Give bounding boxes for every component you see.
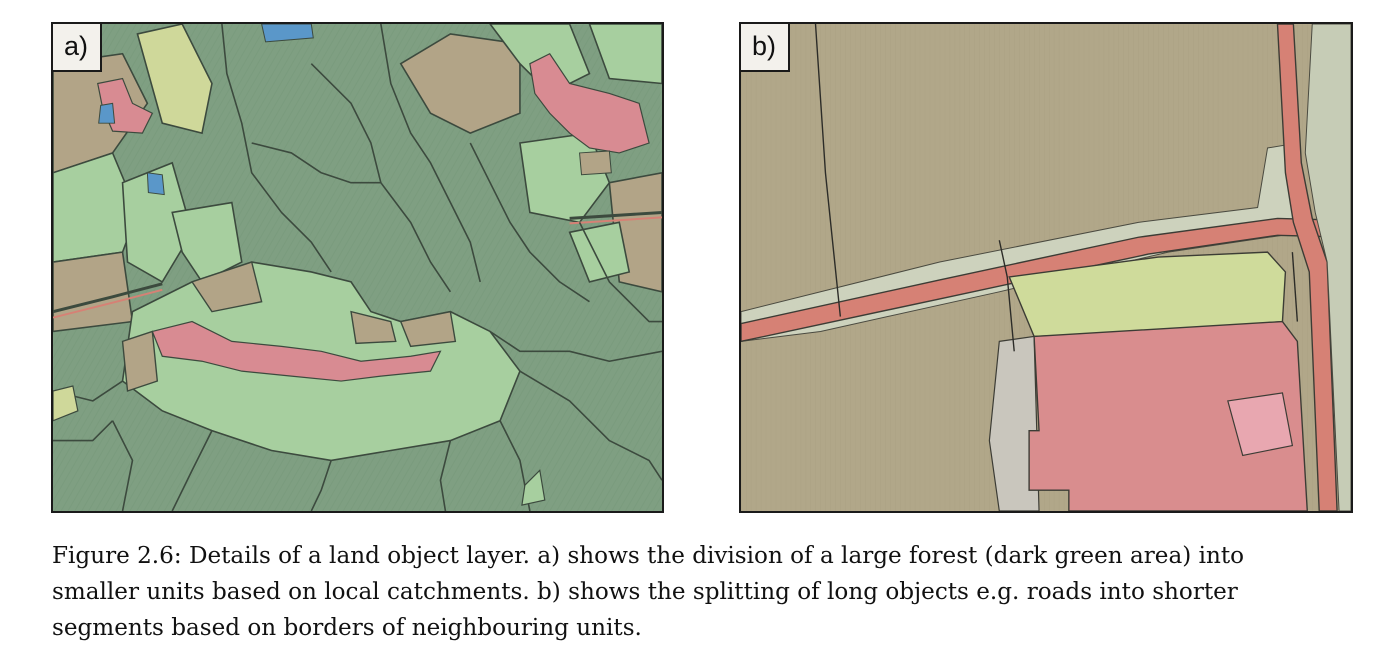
road-segmentation-map: [741, 24, 1351, 511]
panel-a-label: a): [53, 24, 103, 72]
diagonal-road: [741, 217, 1351, 343]
caption-line-2: smaller units based on local catchments.…: [52, 579, 1238, 605]
caption-line-3: segments based on borders of neighbourin…: [52, 615, 642, 641]
panel-b-label: b): [741, 24, 791, 72]
panel-b-map: b): [739, 22, 1353, 513]
forest-catchment-map: [53, 24, 662, 511]
caption-line-1: Figure 2.6: Details of a land object lay…: [52, 543, 1245, 569]
figure-caption: Figure 2.6: Details of a land object lay…: [52, 538, 1352, 646]
panel-a-map: a): [51, 22, 664, 513]
built-up-area: [1028, 320, 1308, 511]
vertical-road: [1276, 24, 1338, 511]
